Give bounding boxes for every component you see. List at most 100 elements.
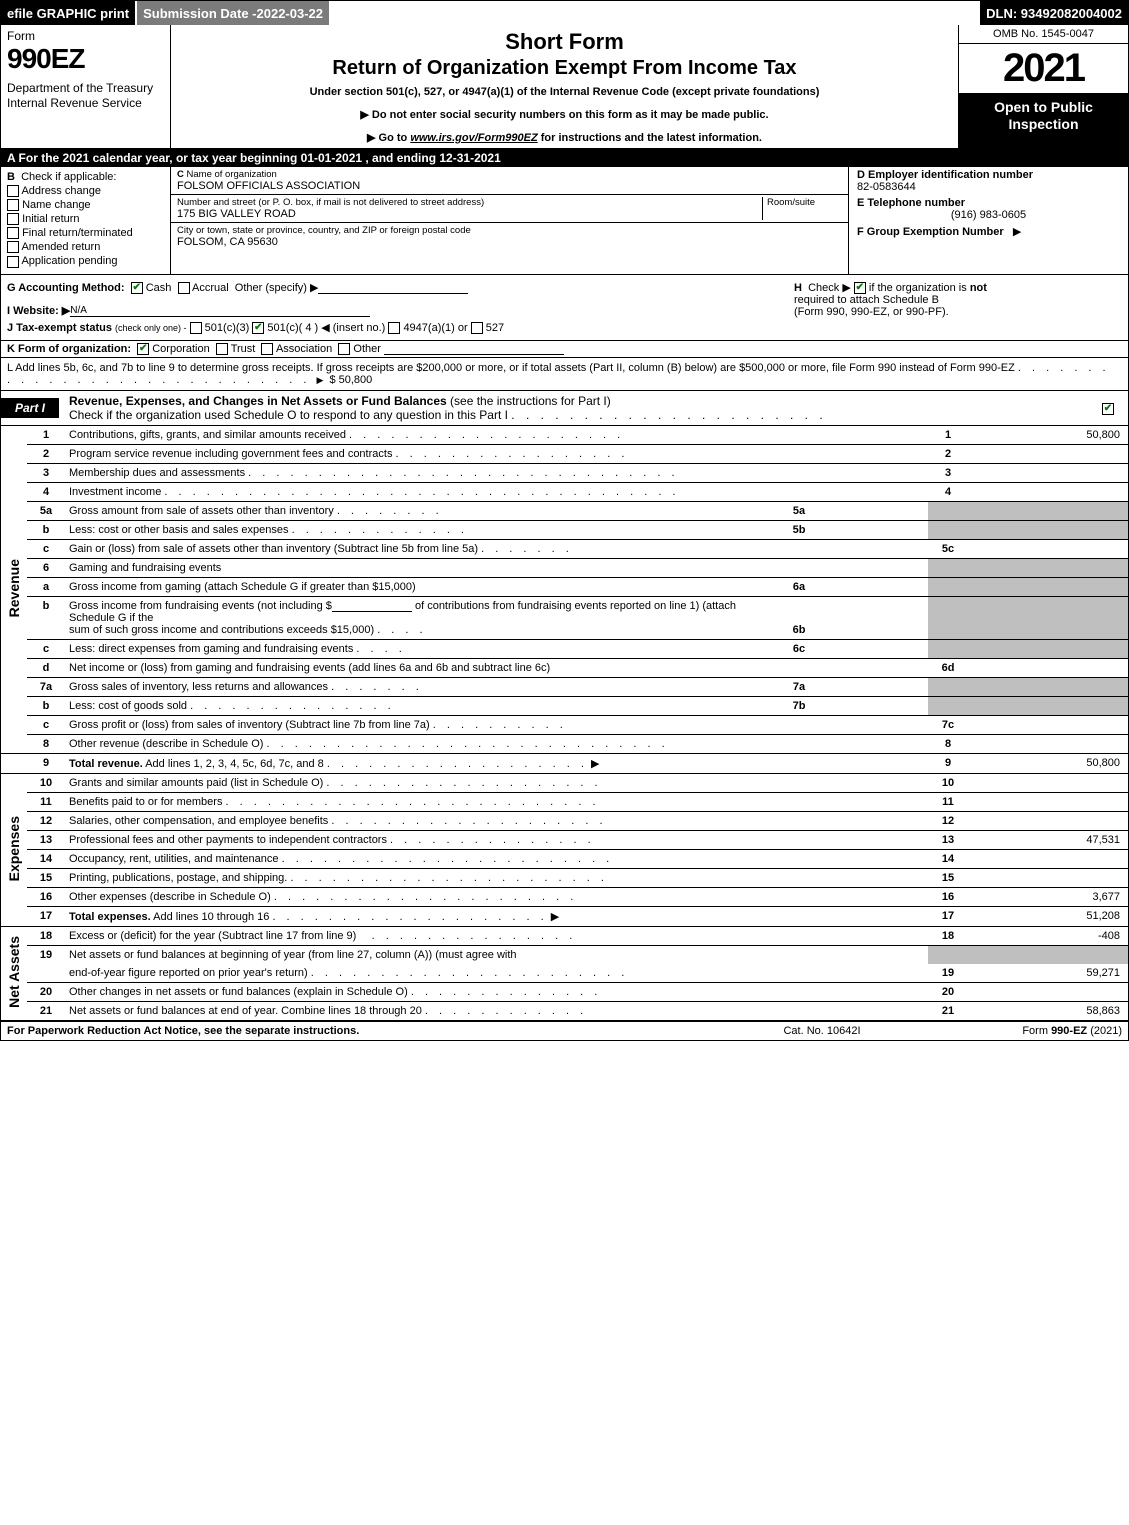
- ln21-dots: . . . . . . . . . . . .: [425, 1005, 587, 1017]
- ln8-desc: Other revenue (describe in Schedule O): [69, 738, 263, 750]
- ln6a-mini-val: [818, 577, 928, 596]
- chk-527[interactable]: [471, 322, 483, 334]
- chk-schedule-o-used[interactable]: [1102, 403, 1114, 415]
- ln4-value: [968, 482, 1128, 501]
- ln12-desc: Salaries, other compensation, and employ…: [69, 815, 328, 827]
- line-7c: c Gross profit or (loss) from sales of i…: [1, 715, 1128, 734]
- note-no-ssn: ▶ Do not enter social security numbers o…: [177, 108, 952, 121]
- ln6-colnum: [928, 558, 968, 577]
- chk-cash[interactable]: [131, 282, 143, 294]
- chk-501c[interactable]: [252, 322, 264, 334]
- chk-527-label: 527: [486, 322, 504, 334]
- chk-trust[interactable]: [216, 343, 228, 355]
- ln17-num: 17: [27, 906, 65, 926]
- lines-table: Revenue 1 Contributions, gifts, grants, …: [1, 426, 1128, 1021]
- chk-amended-return[interactable]: Amended return: [7, 241, 164, 253]
- ln5b-mini-num: 5b: [780, 520, 818, 539]
- expenses-section-label: Expenses: [1, 773, 27, 926]
- tel-label: E Telephone number: [857, 197, 1120, 209]
- ln5a-num: 5a: [27, 501, 65, 520]
- line-6a: a Gross income from gaming (attach Sched…: [1, 577, 1128, 596]
- ln8-colnum: 8: [928, 734, 968, 753]
- form-header: Form 990EZ Department of the Treasury In…: [1, 25, 1128, 149]
- note-goto-pre: ▶ Go to: [367, 132, 410, 144]
- chk-name-change[interactable]: Name change: [7, 199, 164, 211]
- irs-link[interactable]: www.irs.gov/Form990EZ: [410, 132, 537, 144]
- chk-other-org[interactable]: [338, 343, 350, 355]
- form-number: 990EZ: [7, 43, 164, 75]
- line-19b: end-of-year figure reported on prior yea…: [1, 964, 1128, 983]
- chk-application-pending[interactable]: Application pending: [7, 255, 164, 267]
- chk-501c-label: 501(c)( 4 ) ◀ (insert no.): [267, 322, 385, 334]
- ln11-dots: . . . . . . . . . . . . . . . . . . . . …: [226, 796, 600, 808]
- ln7b-num: b: [27, 696, 65, 715]
- footer-formref-pre: Form: [1022, 1025, 1051, 1037]
- ln9-num: 9: [27, 753, 65, 773]
- tax-exempt-label: J Tax-exempt status: [7, 322, 112, 334]
- org-name-row: C Name of organization FOLSOM OFFICIALS …: [171, 167, 848, 195]
- ln19-value: 59,271: [968, 964, 1128, 983]
- ln6d-desc: Net income or (loss) from gaming and fun…: [65, 658, 928, 677]
- line-6: 6 Gaming and fundraising events: [1, 558, 1128, 577]
- ln15-colnum: 15: [928, 868, 968, 887]
- line-6b: b Gross income from fundraising events (…: [1, 596, 1128, 639]
- ln3-num: 3: [27, 463, 65, 482]
- ln13-dots: . . . . . . . . . . . . . . .: [390, 834, 595, 846]
- ln7b-mini-val: [818, 696, 928, 715]
- ln17-dots: . . . . . . . . . . . . . . . . . . . .: [272, 911, 547, 923]
- accounting-other-input[interactable]: [318, 293, 468, 294]
- title-short-form: Short Form: [177, 29, 952, 55]
- ln6b-amount-input[interactable]: [332, 611, 412, 612]
- line-3: 3 Membership dues and assessments . . . …: [1, 463, 1128, 482]
- line-17: 17 Total expenses. Add lines 10 through …: [1, 906, 1128, 926]
- other-org-input[interactable]: [384, 354, 564, 355]
- header-center: Short Form Return of Organization Exempt…: [171, 25, 958, 148]
- line-4: 4 Investment income . . . . . . . . . . …: [1, 482, 1128, 501]
- ln3-value: [968, 463, 1128, 482]
- ln6d-value: [968, 658, 1128, 677]
- chk-initial-return[interactable]: Initial return: [7, 213, 164, 225]
- ln2-colnum: 2: [928, 444, 968, 463]
- chk-association[interactable]: [261, 343, 273, 355]
- ln5b-num: b: [27, 520, 65, 539]
- ln10-value: [968, 773, 1128, 792]
- org-name-label: Name of organization: [187, 169, 277, 180]
- website-label: I Website: ▶: [7, 305, 70, 317]
- page-footer: For Paperwork Reduction Act Notice, see …: [1, 1021, 1128, 1040]
- submission-date: Submission Date - 2022-03-22: [137, 1, 331, 25]
- ln20-value: [968, 982, 1128, 1001]
- ln6a-colnum: [928, 577, 968, 596]
- efile-label: efile GRAPHIC print: [1, 1, 137, 25]
- chk-501c3[interactable]: [190, 322, 202, 334]
- title-return: Return of Organization Exempt From Incom…: [177, 57, 952, 80]
- chk-4947[interactable]: [388, 322, 400, 334]
- ein-row: D Employer identification number 82-0583…: [849, 167, 1128, 195]
- chk-accrual[interactable]: [178, 282, 190, 294]
- line-20: 20 Other changes in net assets or fund b…: [1, 982, 1128, 1001]
- ln18-num: 18: [27, 926, 65, 945]
- line-10: Expenses 10 Grants and similar amounts p…: [1, 773, 1128, 792]
- ln6c-dots: . . . .: [356, 643, 405, 655]
- ln5a-colnum: [928, 501, 968, 520]
- chk-trust-label: Trust: [231, 343, 256, 355]
- chk-other-org-label: Other: [353, 343, 381, 355]
- ln14-dots: . . . . . . . . . . . . . . . . . . . . …: [282, 853, 614, 865]
- ln5b-value: [968, 520, 1128, 539]
- ln5c-dots: . . . . . . .: [481, 543, 573, 555]
- line-a-tax-year: A For the 2021 calendar year, or tax yea…: [1, 149, 1128, 167]
- ln16-num: 16: [27, 887, 65, 906]
- line-1: Revenue 1 Contributions, gifts, grants, …: [1, 426, 1128, 445]
- chk-final-return-label: Final return/terminated: [22, 227, 133, 239]
- tel-row: E Telephone number (916) 983-0605: [849, 195, 1128, 223]
- ln7a-mini-val: [818, 677, 928, 696]
- line-21: 21 Net assets or fund balances at end of…: [1, 1001, 1128, 1020]
- chk-schedule-b-not-required[interactable]: [854, 282, 866, 294]
- chk-final-return[interactable]: Final return/terminated: [7, 227, 164, 239]
- ln5a-dots: . . . . . . . .: [337, 505, 443, 517]
- ln9-colnum: 9: [928, 753, 968, 773]
- chk-address-change[interactable]: Address change: [7, 185, 164, 197]
- line-18: Net Assets 18 Excess or (deficit) for th…: [1, 926, 1128, 945]
- chk-corporation[interactable]: [137, 343, 149, 355]
- line-2: 2 Program service revenue including gove…: [1, 444, 1128, 463]
- submission-date-value: 2022-03-22: [257, 6, 324, 21]
